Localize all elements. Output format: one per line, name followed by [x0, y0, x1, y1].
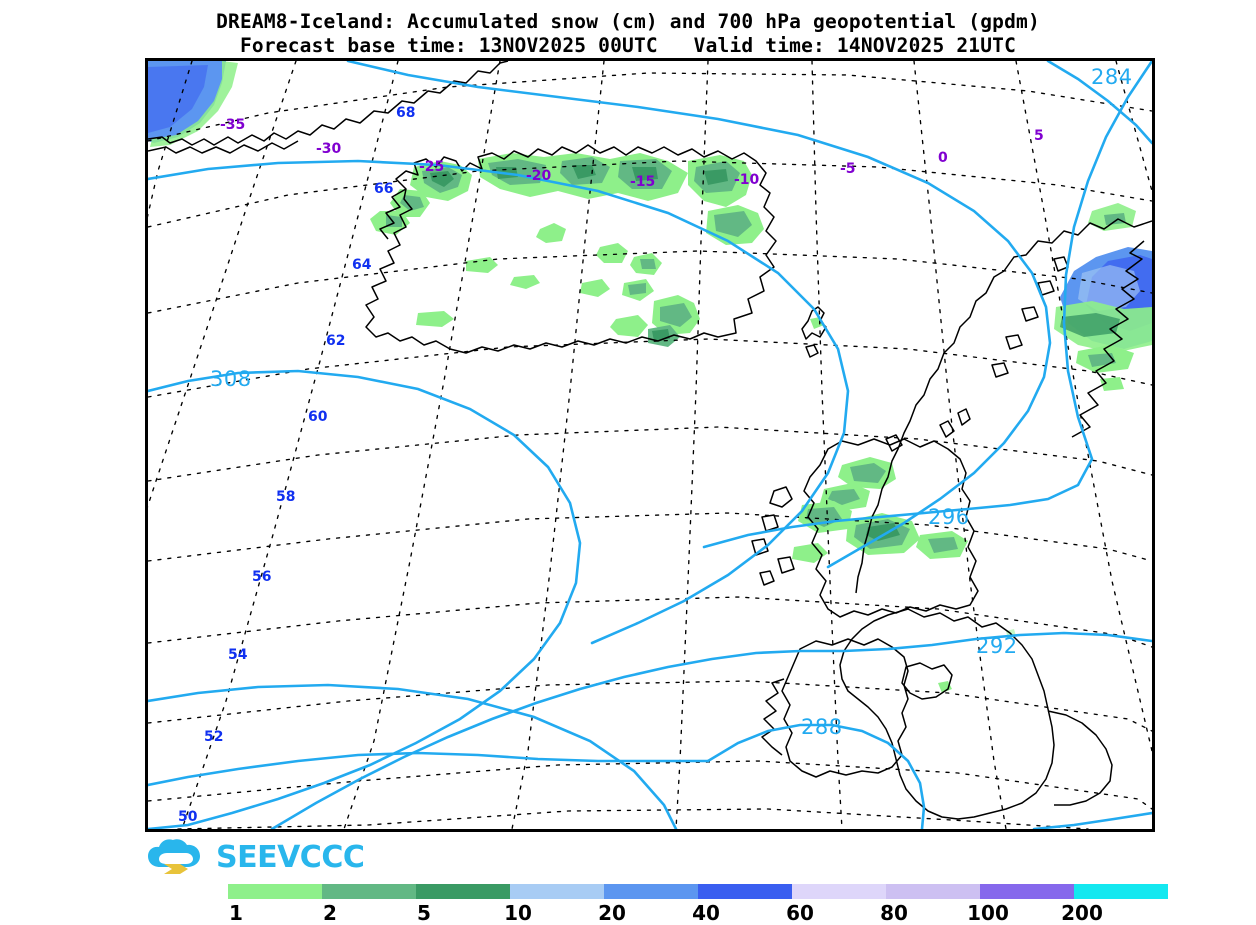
colorbar-segment [322, 884, 416, 899]
parallel-54 [148, 680, 1152, 732]
snow-patch-greenland-inner [148, 65, 208, 133]
coast-ireland [781, 638, 909, 778]
seevccc-logo: SEEVCCC [146, 836, 365, 878]
colorbar-segment [980, 884, 1074, 899]
colorbar-segment [510, 884, 604, 899]
grid-layer [148, 61, 1152, 829]
map-frame[interactable]: -35 -30 -25 -20 -15 -10 -5 0 5 68 66 64 … [145, 58, 1155, 832]
coast-scotland-hebrides [751, 486, 795, 586]
cloud-arrow-icon [148, 839, 200, 874]
snow-patch-wales [938, 681, 952, 693]
colorbar-gradient [228, 884, 1168, 899]
contour-292 [270, 631, 1152, 829]
coast-england [839, 608, 1055, 820]
colorbar-tick: 2 [323, 901, 337, 925]
coast-faroe [801, 306, 827, 340]
page-title: DREAM8-Iceland: Accumulated snow (cm) an… [0, 10, 1256, 58]
meridian-0 [913, 61, 1007, 829]
coast-greenland-detail [148, 140, 299, 154]
colorbar-tick: 80 [880, 901, 908, 925]
snow-patch-iceland-north [478, 153, 688, 201]
colorbar-tick: 10 [504, 901, 532, 925]
snow-patch-norway [1054, 203, 1152, 391]
colorbar-tick: 40 [692, 901, 720, 925]
meridian--15 [511, 61, 605, 829]
coast-ireland-west [761, 678, 785, 756]
colorbar-segment [416, 884, 510, 899]
parallel-60 [148, 426, 1152, 482]
colorbar-tick-labels: 1 2 5 10 20 40 60 80 100 200 [228, 899, 1168, 925]
parallel-58 [148, 512, 1152, 562]
title-line-2: Forecast base time: 13NOV2025 00UTC Vali… [239, 34, 1017, 57]
title-line-1: DREAM8-Iceland: Accumulated snow (cm) an… [216, 10, 1040, 33]
colorbar-tick: 200 [1061, 901, 1103, 925]
parallel-56 [148, 596, 1152, 648]
colorbar-segment [604, 884, 698, 899]
geopotential-contour-layer [148, 61, 1152, 829]
snow-shading-layer [148, 61, 1152, 693]
meridian--5 [811, 61, 843, 829]
colorbar-tick: 1 [229, 901, 243, 925]
colorbar: 1 2 5 10 20 40 60 80 100 200 [228, 884, 1168, 925]
colorbar-segment [792, 884, 886, 899]
snow-patch-iceland-south [416, 295, 700, 347]
coast-scotland [803, 438, 979, 618]
parallel-50 [177, 808, 1089, 829]
contour-300-north [346, 61, 1052, 569]
colorbar-segment [698, 884, 792, 899]
contour-288b [148, 751, 710, 787]
coast-shetland [939, 408, 971, 438]
contour-284 [1046, 61, 1152, 145]
colorbar-tick: 20 [598, 901, 626, 925]
colorbar-segment [886, 884, 980, 899]
snow-patch-iceland-interior [466, 223, 662, 301]
parallel-64 [148, 250, 1152, 314]
coast-faroe-2 [805, 344, 819, 358]
coast-norway [855, 218, 1152, 594]
map-canvas [148, 61, 1152, 829]
meridian--30 [148, 61, 297, 508]
contour-low-left [148, 683, 678, 829]
snow-patch-iceland-east [688, 155, 764, 245]
meridian--10 [675, 61, 709, 829]
contour-288 [706, 723, 926, 829]
parallel-62 [148, 338, 1152, 398]
meridian-5 [1015, 61, 1152, 752]
coast-england-se [1047, 710, 1113, 806]
coast-norway-fjords [1071, 240, 1145, 438]
colorbar-segment [228, 884, 322, 899]
meridian--25 [181, 61, 399, 829]
coast-iceland [365, 144, 777, 354]
coast-iceland-fjords [379, 188, 407, 240]
coast-greenland [148, 61, 509, 146]
colorbar-tick: 60 [786, 901, 814, 925]
contour-308 [148, 369, 582, 829]
colorbar-tick: 5 [417, 901, 431, 925]
snow-patch-iceland-nw [370, 161, 472, 235]
coast-wales [901, 662, 953, 700]
contour-304 [148, 159, 850, 645]
colorbar-segment [1074, 884, 1168, 899]
colorbar-tick: 100 [967, 901, 1009, 925]
parallel-52 [148, 760, 1152, 810]
contour-296 [702, 61, 1152, 549]
parallel-66 [148, 160, 1152, 228]
contour-288c [1032, 811, 1152, 829]
coastline-layer [148, 61, 1152, 820]
parallel-68 [148, 72, 1152, 142]
meridian-10 [1115, 61, 1152, 192]
coast-orkney [885, 434, 903, 452]
snow-patch-scotland [792, 457, 968, 563]
logo-text: SEEVCCC [216, 839, 365, 875]
